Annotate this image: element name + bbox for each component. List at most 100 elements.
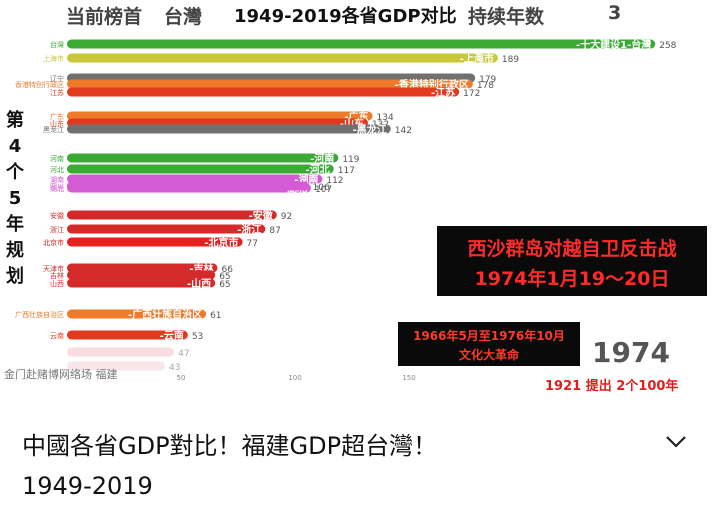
streak-value: 3 — [608, 2, 622, 24]
bar-name-label: 河南 — [50, 154, 64, 163]
bar — [67, 278, 216, 288]
bar-value-label: 134 — [377, 113, 394, 123]
bar-value-label: 43 — [169, 363, 180, 373]
plan-char: 年 — [6, 214, 24, 235]
bar — [67, 39, 656, 49]
bar-value-label: 189 — [502, 55, 519, 65]
bar-name-label: 河北 — [50, 166, 64, 174]
bar-inner-label: -江苏 — [431, 86, 455, 99]
bar — [67, 164, 334, 174]
bar-value-label: 47 — [178, 349, 189, 359]
bar — [67, 153, 339, 163]
bar-value-label: 66 — [221, 265, 233, 275]
bar-inner-label: -广西壮族自治区 — [128, 308, 202, 321]
bar — [67, 361, 166, 371]
bar-name-label: 湖北 — [50, 184, 64, 193]
bar-name-label: 山东 — [50, 119, 64, 128]
plan-char: 划 — [6, 266, 24, 287]
leader-value: 台灣 — [164, 6, 203, 28]
bar — [67, 210, 277, 220]
streak-label: 持续年数 — [468, 6, 545, 28]
bar-inner-label: -浙江 — [237, 223, 261, 236]
bar-name-label: 浙江 — [50, 225, 64, 234]
chevron-down-icon[interactable] — [663, 428, 689, 454]
x-tick-label: 100 — [288, 374, 301, 382]
bar-value-label: 65 — [219, 280, 230, 290]
bar-inner-label: -安徽 — [249, 209, 274, 222]
event-title: 西沙群岛对越自卫反击战 — [467, 238, 677, 260]
bar-value-label: 112 — [326, 176, 343, 186]
bar-chart: 50 100 150 台灣 -十大建设1-台灣 258 上海市 -上海市 189 辽宁 179 香港特… — [15, 38, 677, 382]
bar — [67, 53, 498, 63]
bar — [67, 174, 323, 184]
bar-value-label: 87 — [269, 226, 280, 236]
bar-name-label: 吉林 — [50, 271, 64, 280]
plan-char: 4 — [8, 136, 22, 157]
video-title-line1: 中國各省GDP對比！福建GDP超台灣！ — [22, 432, 438, 460]
bar — [67, 347, 175, 357]
bar-value-label: 258 — [659, 41, 676, 51]
bar-name-label: 天津市 — [43, 264, 64, 273]
bar-name-label: 香港特別行政区 — [15, 80, 64, 89]
bar — [67, 309, 207, 319]
video-frame[interactable]: 当前榜首 台灣 1949-2019各省GDP对比 持续年数 3 50 100 150… — [0, 0, 720, 392]
bar-inner-label: -山西 — [187, 277, 211, 290]
bar-name-label: 安徽 — [50, 211, 64, 220]
bar-value-label: 178 — [477, 81, 494, 91]
bar — [67, 79, 473, 89]
bar-name-label: 江苏 — [50, 88, 64, 97]
bar-value-label: 142 — [395, 126, 412, 136]
bar — [67, 181, 309, 191]
bar — [67, 224, 266, 234]
plan-char: 第 — [6, 110, 24, 131]
bar — [67, 330, 188, 340]
bar-inner-label: -河北 — [306, 163, 330, 176]
five-year-plan-label: 第 4 个 5 年 规 划 — [4, 108, 26, 290]
chart-title: 1949-2019各省GDP对比 — [234, 6, 457, 27]
bar-name-label: 四川 — [50, 183, 64, 191]
bar-name-label: 云南 — [50, 331, 64, 340]
plan-char: 个 — [6, 162, 24, 183]
bar — [67, 87, 460, 97]
current-year: 1974 — [592, 336, 670, 369]
bar — [67, 263, 218, 273]
bar-name-label: 山西 — [50, 279, 64, 288]
bar-inner-label: -北京市 — [204, 236, 238, 249]
bar — [67, 111, 373, 121]
watermark-text: 金门赴赌博网络场 福建 — [4, 368, 118, 381]
event-date: 1974年1月19～20日 — [474, 268, 670, 290]
bar-value-label: 65 — [219, 272, 230, 282]
bar — [67, 270, 216, 280]
bar-name-label: 广西壮族自治区 — [15, 310, 64, 319]
event-box: 西沙群岛对越自卫反击战 1974年1月19～20日 — [437, 226, 707, 296]
bar-value-label: 61 — [210, 311, 221, 321]
leader-label: 当前榜首 — [66, 6, 143, 28]
bar-inner-label: -上海市 — [460, 52, 494, 65]
bar-name-label: 黑龙江 — [43, 125, 64, 134]
slogan-text: 1921 提出 2个100年 — [545, 379, 679, 392]
revolution-title: 文化大革命 — [458, 348, 519, 362]
bar-value-label: 92 — [281, 212, 292, 222]
bar-name-label: 辽宁 — [50, 74, 64, 83]
bar-value-label: 106 — [313, 183, 330, 193]
bar-value-label: 53 — [192, 332, 203, 342]
x-tick-label: 150 — [402, 374, 415, 382]
bar-value-label: 119 — [342, 155, 359, 165]
bar-name-label: 湖南 — [50, 175, 64, 184]
bar — [67, 237, 243, 247]
bar-name-label: 上海市 — [43, 54, 64, 63]
video-title[interactable]: 中國各省GDP對比！福建GDP超台灣！ 1949-2019 — [22, 426, 642, 506]
bar-inner-label: -河南 — [310, 152, 334, 165]
revolution-box: 1966年5月至1976年10月 文化大革命 — [398, 322, 580, 366]
plan-char: 5 — [8, 188, 22, 209]
revolution-dates: 1966年5月至1976年10月 — [413, 329, 565, 343]
bar — [67, 124, 391, 134]
bar-name-label: 广东 — [50, 112, 64, 121]
bar-inner-label: -黑龙江 — [353, 123, 387, 136]
bar-value-label: 172 — [463, 89, 480, 99]
bar-value-label: 117 — [338, 166, 355, 176]
bar-inner-label: -十大建设1-台灣 — [576, 38, 651, 51]
bar-value-label: 179 — [479, 75, 496, 85]
bar-inner-label: -云南 — [160, 329, 184, 342]
bar-value-label: 77 — [247, 239, 258, 249]
